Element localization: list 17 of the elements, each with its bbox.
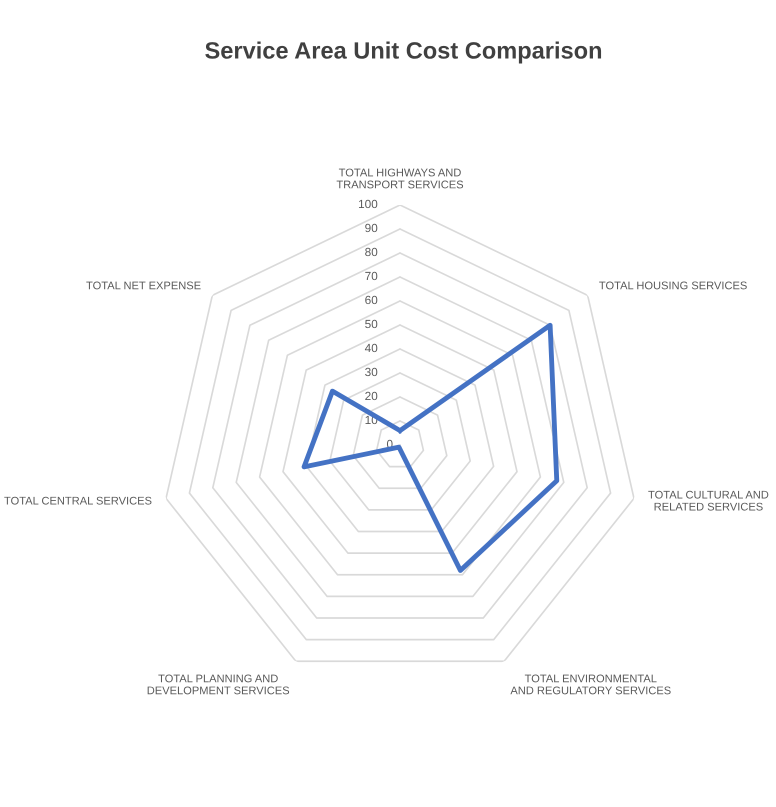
y-tick-label: 20 xyxy=(365,392,378,400)
spoke-label: TOTAL CENTRAL SERVICES xyxy=(4,496,152,505)
chart-title: Service Area Unit Cost Comparison xyxy=(205,41,602,64)
y-tick-label: 100 xyxy=(358,200,378,208)
spoke-label: TOTAL NET EXPENSE xyxy=(86,282,201,290)
y-tick-label: 60 xyxy=(365,296,378,304)
y-tick-label: 70 xyxy=(365,272,378,280)
spoke-label: TOTAL HIGHWAYS AND TRANSPORT SERVICES xyxy=(336,168,464,188)
y-tick-label: 30 xyxy=(365,368,378,376)
spoke-label: TOTAL PLANNING AND DEVELOPMENT SERVICES xyxy=(148,674,290,694)
y-tick-label: 40 xyxy=(364,344,378,352)
y-tick-label: 80 xyxy=(365,248,378,256)
spoke-label: TOTAL CULTURAL AND RELATED SERVICES xyxy=(648,490,768,511)
y-tick-label: 90 xyxy=(365,224,378,232)
spoke-label: TOTAL HOUSING SERVICES xyxy=(599,282,747,290)
spoke-label: TOTAL ENVIRONMENTAL AND REGULATORY SERVICES xyxy=(510,674,671,694)
y-tick-label: 50 xyxy=(365,320,378,328)
